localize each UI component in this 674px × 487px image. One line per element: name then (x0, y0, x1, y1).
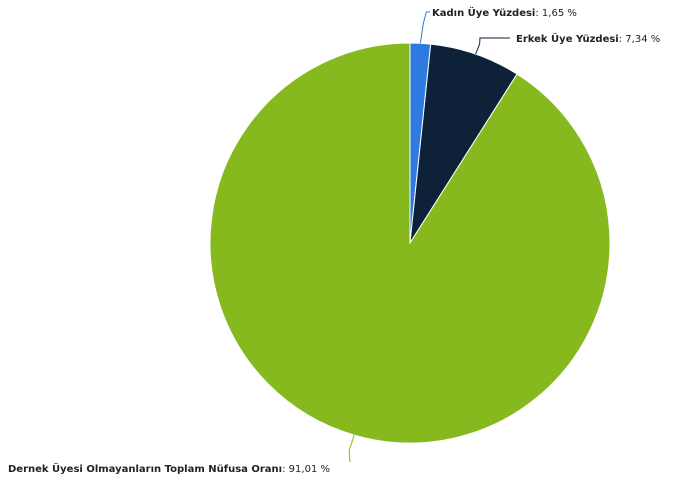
data-label-separator: : (535, 8, 542, 19)
data-label-value: 1,65 % (542, 8, 577, 19)
label-connector (419, 11, 430, 44)
data-label-separator: : (619, 34, 626, 45)
data-label: Dernek Üyesi Olmayanların Toplam Nüfusa … (8, 461, 330, 475)
pie-data-labels: Kadın Üye Yüzdesi: 1,65 % Erkek Üye Yüzde… (8, 5, 660, 475)
data-label: Kadın Üye Yüzdesi: 1,65 % (432, 5, 577, 19)
pie-slices (209, 42, 611, 444)
label-connector (475, 37, 510, 55)
data-label-separator: : (282, 464, 289, 475)
label-connector (348, 434, 355, 463)
data-label-value: 91,01 % (289, 464, 330, 475)
data-label: Erkek Üye Yüzdesi: 7,34 % (516, 31, 660, 45)
pie-slice[interactable] (209, 42, 611, 444)
data-label-name: Erkek Üye Yüzdesi (516, 31, 619, 45)
data-label-name: Dernek Üyesi Olmayanların Toplam Nüfusa … (8, 461, 282, 475)
data-label-value: 7,34 % (625, 34, 660, 45)
data-label-name: Kadın Üye Yüzdesi (432, 5, 535, 19)
